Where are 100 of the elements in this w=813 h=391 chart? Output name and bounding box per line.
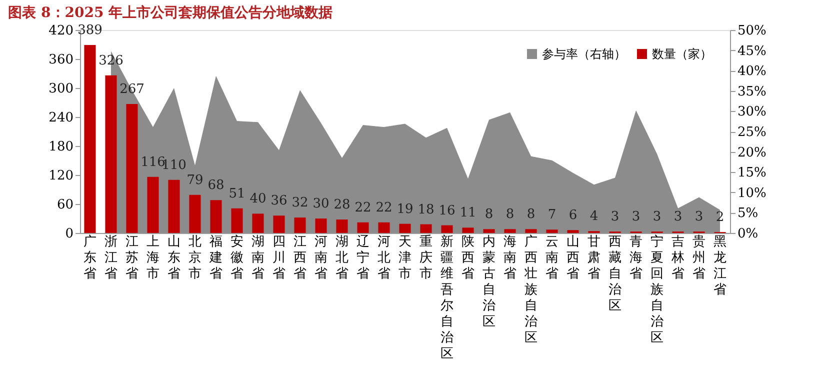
x-tick-label: 贵州省 <box>692 234 706 282</box>
bar <box>420 224 432 233</box>
x-tick-label: 辽宁省 <box>356 234 370 282</box>
bar <box>84 44 96 233</box>
legend-label: 参与率（右轴） <box>542 47 626 61</box>
data-label: 16 <box>438 203 456 218</box>
data-label: 11 <box>460 206 476 221</box>
y2-tick-label: 25% <box>738 125 766 140</box>
chart-title: 图表 8：2025 年上市公司套期保值公告分地域数据 <box>8 4 333 21</box>
legend-label: 数量（家） <box>652 47 712 61</box>
y2-tick-label: 10% <box>738 186 766 201</box>
y-tick-label: 420 <box>48 24 74 38</box>
x-tick-label: 山东省 <box>167 234 180 282</box>
bar <box>210 200 222 233</box>
x-tick-label: 广西壮族自治区 <box>524 234 538 346</box>
x-tick-label: 青海省 <box>630 234 643 282</box>
data-label: 3 <box>694 210 704 225</box>
y-tick-label: 60 <box>56 198 74 212</box>
bar <box>231 208 243 233</box>
x-tick-label: 西藏自治区 <box>608 234 622 314</box>
bar <box>168 180 180 233</box>
data-label: 8 <box>526 207 536 222</box>
bar <box>462 228 474 233</box>
bar <box>147 176 159 233</box>
data-label: 6 <box>568 208 578 224</box>
x-tick-label: 海南省 <box>504 234 517 282</box>
x-tick-label: 甘肃省 <box>588 234 601 282</box>
y-tick-label: 120 <box>48 168 74 184</box>
bar <box>126 104 138 233</box>
data-label: 68 <box>208 178 224 194</box>
x-tick-label: 山西省 <box>566 234 580 282</box>
y2-tick-label: 5% <box>738 206 758 222</box>
bar <box>294 218 306 233</box>
y2-tick-label: 15% <box>738 166 766 181</box>
x-tick-label: 重庆市 <box>420 234 432 282</box>
bar <box>546 230 558 233</box>
data-label: 3 <box>610 210 620 225</box>
x-tick-label: 湖北省 <box>335 234 348 282</box>
y-tick-label: 300 <box>48 82 74 96</box>
data-label: 267 <box>120 82 144 97</box>
data-label: 3 <box>632 210 640 225</box>
data-label: 28 <box>334 197 350 212</box>
x-tick-label: 黑龙江省 <box>714 234 727 298</box>
x-tick-label: 河北省 <box>378 234 390 282</box>
bar <box>483 229 495 233</box>
data-label: 22 <box>354 200 372 216</box>
y2-tick-label: 50% <box>738 24 766 38</box>
data-label: 79 <box>186 172 204 188</box>
data-label: 40 <box>250 192 266 207</box>
data-label: 32 <box>292 196 308 211</box>
data-label: 7 <box>548 208 556 223</box>
data-label: 326 <box>98 53 124 68</box>
x-tick-label: 安徽省 <box>230 234 244 282</box>
x-tick-label: 内蒙古自治区 <box>482 234 496 330</box>
x-tick-label: 新疆维吾尔自治区 <box>440 234 454 362</box>
data-label: 389 <box>78 22 102 38</box>
bar <box>105 75 117 233</box>
bar <box>315 218 327 233</box>
bar <box>189 194 201 233</box>
x-tick-label: 广东省 <box>83 234 96 282</box>
bar <box>273 216 285 233</box>
y2-tick-label: 20% <box>738 145 766 160</box>
data-label: 36 <box>270 194 288 209</box>
x-tick-label: 云南省 <box>546 234 559 282</box>
bar <box>567 230 579 233</box>
data-label: 22 <box>376 200 392 216</box>
bar <box>336 219 348 233</box>
x-tick-label: 湖南省 <box>251 234 264 282</box>
data-label: 3 <box>674 210 682 225</box>
bar <box>525 229 537 233</box>
y2-tick-label: 30% <box>738 104 766 120</box>
data-label: 30 <box>312 196 330 212</box>
x-tick-label: 陕西省 <box>462 234 475 282</box>
y2-tick-label: 35% <box>738 84 766 100</box>
data-label: 18 <box>418 202 434 218</box>
data-label: 8 <box>484 207 494 222</box>
data-label: 51 <box>228 186 246 202</box>
x-tick-label: 北京市 <box>188 234 202 282</box>
data-label: 19 <box>396 202 414 217</box>
data-label: 3 <box>652 210 662 225</box>
x-tick-label: 江西省 <box>293 234 306 282</box>
bar <box>504 229 516 233</box>
data-label: 8 <box>506 207 514 222</box>
x-tick-label: 河南省 <box>314 234 328 282</box>
y-tick-label: 360 <box>48 52 74 68</box>
y2-tick-label: 40% <box>738 64 766 80</box>
y-tick-label: 240 <box>48 110 74 126</box>
bar <box>399 224 411 233</box>
bar <box>357 222 369 233</box>
x-tick-label: 宁夏回族自治区 <box>650 234 664 346</box>
x-tick-label: 吉林省 <box>670 234 685 282</box>
bar <box>441 225 453 233</box>
y2-tick-label: 0% <box>738 226 758 242</box>
x-tick-label: 四川省 <box>272 234 286 282</box>
x-tick-label: 福建省 <box>208 234 222 282</box>
data-label: 4 <box>590 209 598 224</box>
x-tick-label: 上海市 <box>146 234 160 282</box>
y-tick-label: 180 <box>48 140 74 154</box>
bar <box>252 214 264 233</box>
y-tick-label: 0 <box>65 226 74 242</box>
